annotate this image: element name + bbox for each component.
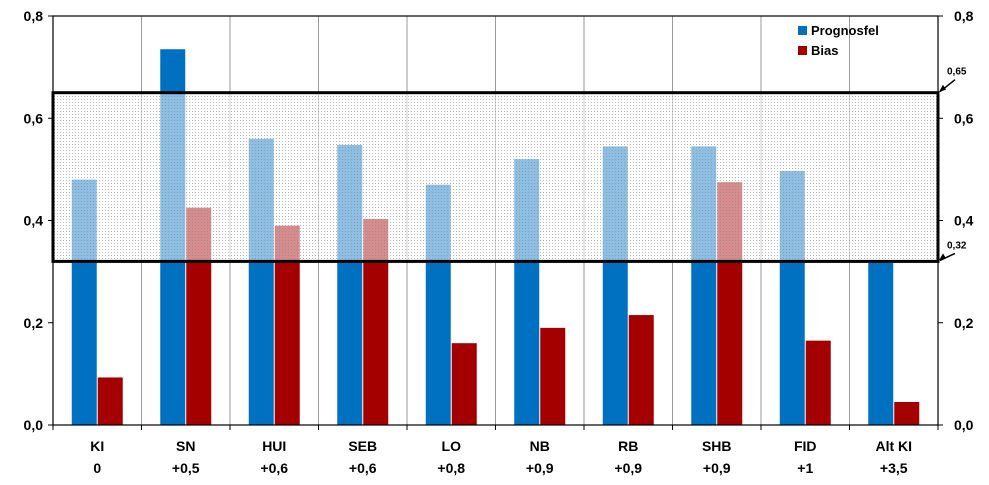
y-tick-label-right: 0,4: [954, 213, 974, 229]
y-tick-label-right: 0,2: [954, 315, 974, 331]
band-upper-arrowhead: [939, 84, 946, 92]
tick-labels: 0,0 0,0 0,2 0,2 0,4 0,4 0,6 0,6 0,8 0,8: [24, 8, 974, 433]
y-tick-label-left: 0,6: [24, 110, 44, 126]
category-sublabel: +0,6: [349, 460, 377, 476]
bar-bias: [97, 377, 123, 425]
bar-bias: [805, 340, 831, 425]
axes: [48, 15, 943, 430]
category-label: LO: [442, 438, 462, 454]
category-sublabel: +0,8: [437, 460, 465, 476]
y-tick-label-right: 0,6: [954, 110, 974, 126]
category-label: SHB: [702, 438, 732, 454]
legend-label: Bias: [811, 43, 838, 58]
band-lower-arrowhead: [939, 253, 946, 261]
category-label: FID: [794, 438, 817, 454]
category-label: NB: [530, 438, 550, 454]
category-sublabel: +0,9: [526, 460, 554, 476]
category-sublabel: +0,9: [703, 460, 731, 476]
y-tick-label-left: 0,2: [24, 315, 44, 331]
bar-bias: [628, 315, 654, 425]
category-label: SN: [176, 438, 195, 454]
bar-bias: [540, 327, 566, 425]
category-sublabel: +0,6: [260, 460, 288, 476]
category-label: HUI: [262, 438, 286, 454]
category-label: RB: [618, 438, 638, 454]
category-sublabel: 0: [93, 460, 101, 476]
legend-swatch: [798, 26, 807, 35]
category-sublabel: +3,5: [880, 460, 908, 476]
y-tick-label-left: 0,0: [24, 417, 44, 433]
bar-bias: [451, 343, 477, 425]
category-label: KI: [90, 438, 104, 454]
category-label: Alt KI: [875, 438, 912, 454]
band-upper-label: 0,65: [947, 67, 967, 78]
band-fill: [53, 92, 938, 262]
category-sublabel: +0,5: [172, 460, 200, 476]
legend-label: Prognosfel: [811, 23, 879, 38]
category-sublabel: +0,9: [614, 460, 642, 476]
category-sublabel: +1: [797, 460, 813, 476]
category-labels: KI 0 SN +0,5 HUI +0,6 SEB +0,6 LO +0,8 NB +0,9 RB +0,…: [90, 438, 912, 476]
bar-bias: [894, 401, 920, 425]
y-tick-label-right: 0,8: [954, 8, 974, 24]
legend: Prognosfel Bias: [798, 23, 879, 58]
y-tick-label-right: 0,0: [954, 417, 974, 433]
y-tick-label-left: 0,4: [24, 213, 44, 229]
category-label: SEB: [348, 438, 377, 454]
reference-band: 0,65 0,32: [51, 67, 967, 263]
band-lower-label: 0,32: [947, 240, 967, 251]
bar-prognosfel: [868, 261, 894, 425]
y-tick-label-left: 0,8: [24, 8, 44, 24]
legend-swatch: [798, 46, 807, 55]
